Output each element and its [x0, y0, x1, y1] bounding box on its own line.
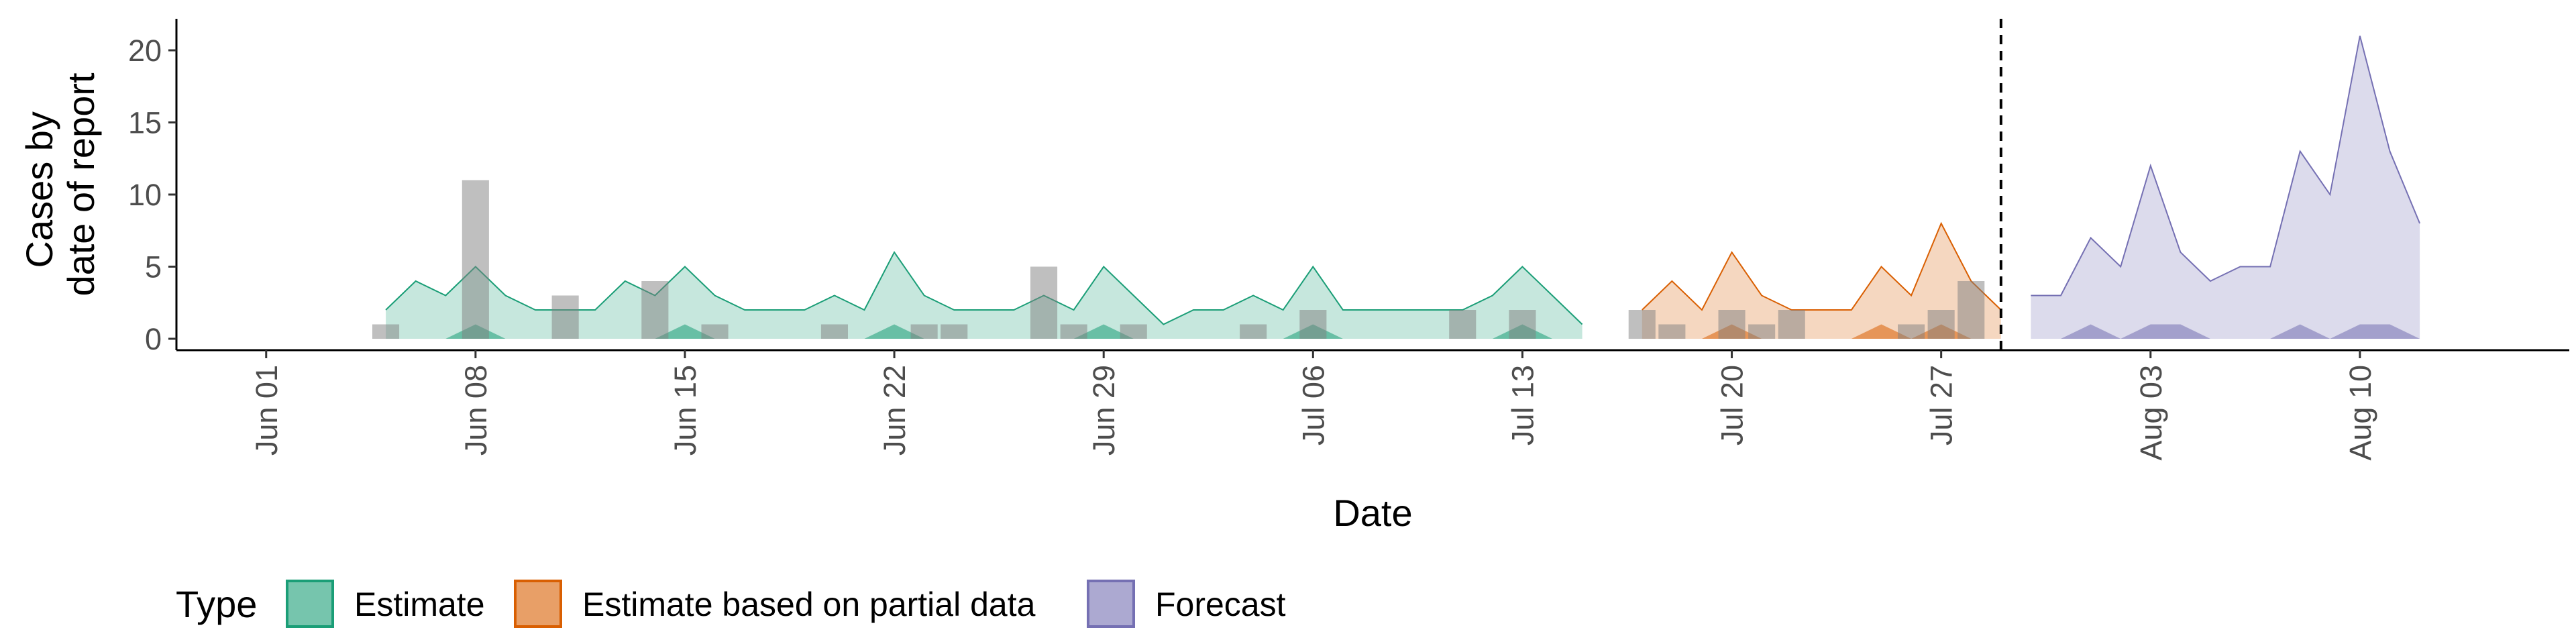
y-tick-label: 10 [128, 178, 162, 212]
reported-case-bar [372, 324, 400, 339]
ribbon-inner-forecast [2031, 324, 2420, 339]
y-axis-ticks: 0 5 10 15 20 [128, 34, 176, 356]
y-tick-label: 0 [145, 322, 162, 356]
ribbon-layer [385, 36, 2421, 339]
y-axis-title: Cases by date of report [18, 72, 102, 297]
reported-case-bar [1060, 324, 1087, 339]
x-tick-label: Jul 27 [1925, 365, 1959, 445]
x-axis-title: Date [1333, 492, 1412, 534]
reported-case-bar [641, 281, 669, 339]
x-tick-label: Jun 08 [459, 365, 493, 455]
ribbon-upper-line-estimate [385, 251, 1583, 325]
legend-key [286, 580, 334, 628]
y-tick-label: 5 [145, 250, 162, 284]
x-tick-label: Jul 13 [1505, 365, 1540, 445]
reported-case-bar [1927, 310, 1955, 339]
ribbon-inner-estimate [386, 324, 1582, 339]
legend-key [514, 580, 562, 628]
reported-case-bar [1718, 310, 1746, 339]
axes-layer [175, 19, 2569, 352]
x-tick-label: Jun 01 [250, 365, 284, 455]
ribbon-outer-forecast [2031, 36, 2420, 339]
ribbon-outer-estimate [386, 252, 1582, 339]
legend-key [1087, 580, 1135, 628]
reported-case-bar [910, 324, 938, 339]
x-tick-label: Jul 06 [1296, 365, 1330, 445]
x-axis-ticks: Jun 01 Jun 08 Jun 15 Jun 22 Jun 29 Jul 06 Jul … [250, 350, 2377, 461]
y-tick-label: 20 [128, 34, 162, 68]
legend: Type Estimate Estimate based on partial d… [176, 580, 1286, 628]
reported-case-bar [1628, 310, 1656, 339]
reported-case-bar [1957, 281, 1985, 339]
reported-case-bar [1898, 324, 1925, 339]
legend-label: Forecast [1155, 586, 1286, 623]
x-tick-label: Jun 29 [1087, 365, 1121, 455]
y-axis-title-line-1: Cases by [18, 111, 60, 268]
ribbon-upper-line-forecast [2031, 36, 2421, 297]
reported-case-bar [701, 324, 729, 339]
legend-title: Type [176, 583, 257, 625]
x-tick-label: Aug 03 [2134, 365, 2168, 461]
reported-case-bar [1509, 310, 1536, 339]
reported-case-bar [1658, 324, 1686, 339]
reported-cases-layer [372, 180, 1985, 339]
reported-case-bar [1240, 324, 1267, 339]
reported-case-bar [1120, 324, 1147, 339]
x-tick-label: Jul 20 [1715, 365, 1750, 445]
ribbon-upper-line-estimate-based-on-partial-data [1642, 221, 2002, 311]
reported-case-bar [941, 324, 968, 339]
y-axis-title-line-2: date of report [60, 72, 102, 297]
reported-case-bar [1449, 310, 1477, 339]
reported-case-bar [820, 324, 848, 339]
reported-case-bar [1778, 310, 1805, 339]
reported-case-bar [1030, 266, 1058, 339]
reported-case-bar [462, 180, 489, 339]
x-tick-label: Aug 10 [2343, 365, 2377, 461]
reported-case-bar [1299, 310, 1327, 339]
y-tick-label: 15 [128, 106, 162, 140]
reported-case-bar [551, 295, 579, 339]
x-tick-label: Jun 15 [668, 365, 702, 455]
reported-case-bar [1748, 324, 1776, 339]
x-tick-label: Jun 22 [877, 365, 912, 455]
legend-label: Estimate [354, 586, 485, 623]
legend-label: Estimate based on partial data [582, 586, 1036, 623]
